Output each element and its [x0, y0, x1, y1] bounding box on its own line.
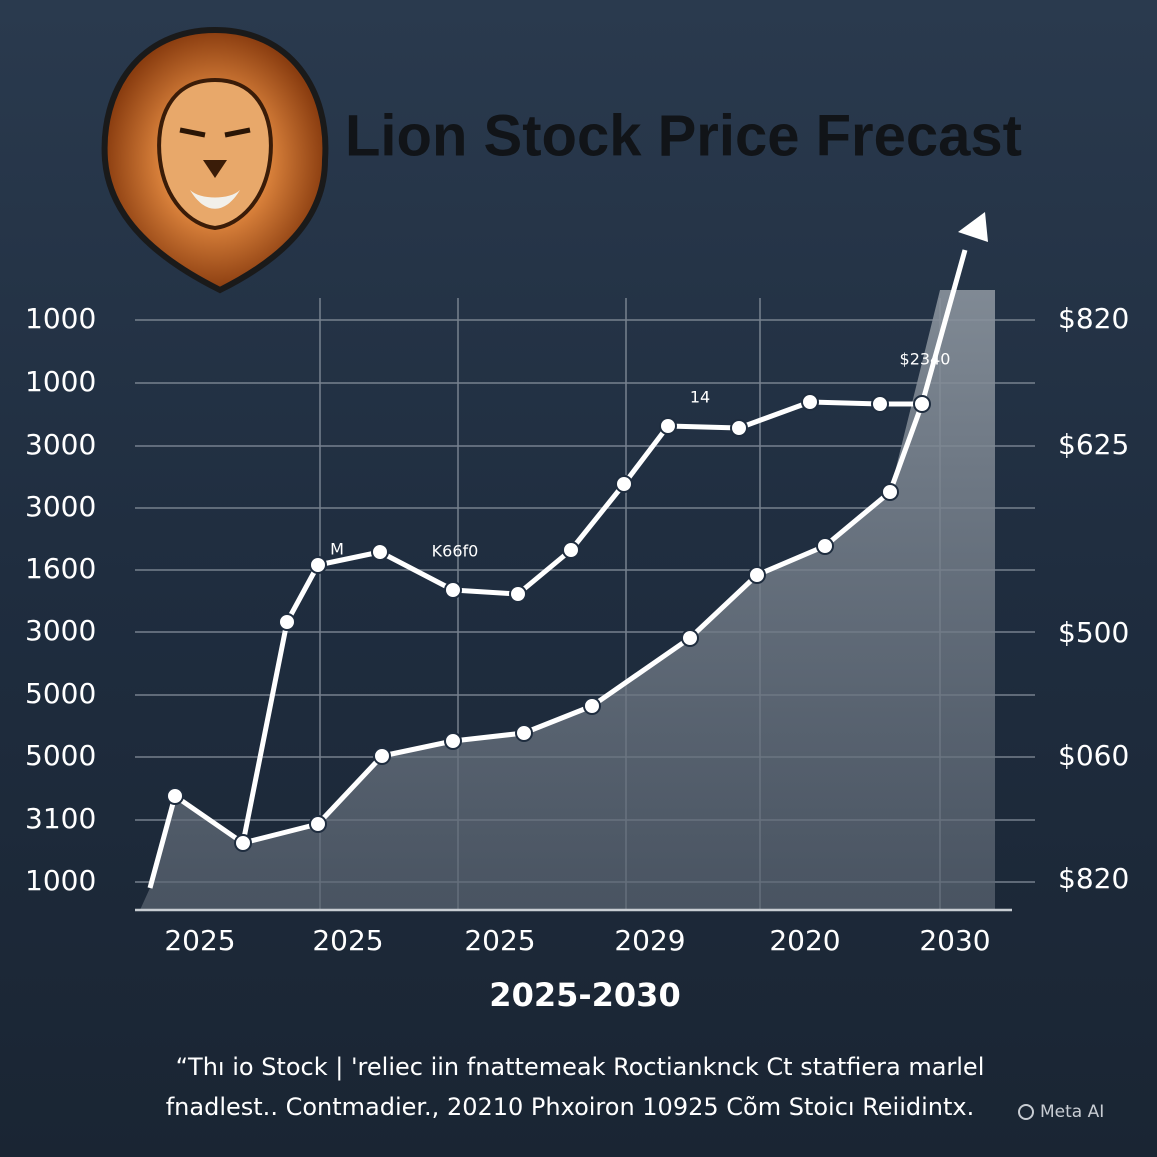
annotation: $2340	[900, 350, 951, 369]
left-axis-label: 1600	[25, 552, 96, 585]
shaded-area	[140, 290, 995, 910]
annotation: M	[330, 540, 344, 559]
x-axis-label: 2030	[919, 924, 990, 957]
left-axis-label: 5000	[25, 739, 96, 772]
lower-line	[242, 249, 968, 846]
annotation: 14	[690, 388, 710, 407]
x-axis-title: 2025-2030	[489, 976, 680, 1014]
watermark-icon	[1018, 1104, 1034, 1120]
arrow-head	[958, 212, 988, 242]
left-axis-label: 5000	[25, 677, 96, 710]
left-axis-label: 1000	[25, 365, 96, 398]
x-axis-label: 2025	[164, 924, 235, 957]
x-axis-label: 2029	[614, 924, 685, 957]
x-axis-label: 2025	[312, 924, 383, 957]
left-axis-label: 3000	[25, 614, 96, 647]
left-axis-label: 3000	[25, 428, 96, 461]
x-axis-label: 2025	[464, 924, 535, 957]
right-axis-label: $625	[1058, 428, 1129, 461]
annotation: K66f0	[432, 542, 479, 561]
title: Lion Stock Price Frecast	[345, 103, 1022, 168]
right-axis-label: $820	[1058, 862, 1129, 895]
right-axis-label: $500	[1058, 616, 1129, 649]
watermark: Meta AI	[1040, 1102, 1104, 1122]
x-axis-label: 2020	[769, 924, 840, 957]
left-axis-label: 1000	[25, 302, 96, 335]
right-axis-label: $060	[1058, 739, 1129, 772]
left-axis-label: 3000	[25, 490, 96, 523]
right-axis-label: $820	[1058, 302, 1129, 335]
left-axis-label: 1000	[25, 864, 96, 897]
markers	[166, 393, 931, 852]
caption-line: “Thı io Stock | 'reliec iin fnattemeak R…	[176, 1053, 985, 1081]
lion-logo	[101, 26, 329, 294]
left-axis-label: 3100	[25, 802, 96, 835]
caption-line: fnadlest.. Contmadier., 20210 Phxoiron 1…	[166, 1093, 975, 1121]
